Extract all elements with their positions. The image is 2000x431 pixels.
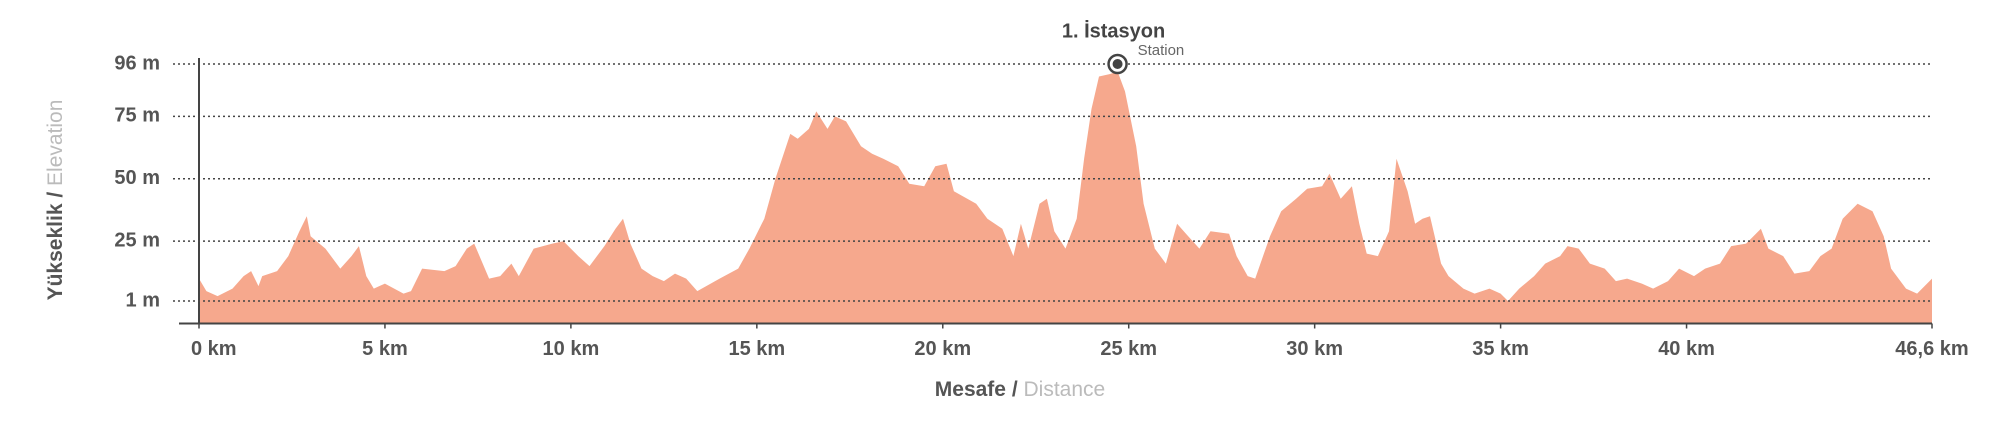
station-label: 1. İstasyon [1062, 19, 1165, 42]
station-sublabel: Station [1138, 42, 1185, 59]
x-tick-label: 20 km [914, 338, 971, 360]
x-axis-title: Mesafe / Distance [935, 378, 1105, 401]
station-marker-dot [1112, 58, 1123, 69]
x-tick-label: 46,6 km [1895, 338, 1968, 360]
x-tick-label: 5 km [362, 338, 408, 360]
x-axis-title-main: Mesafe / [935, 378, 1018, 401]
y-axis-title-secondary: Elevation [44, 100, 67, 186]
x-tick-label: 0 km [191, 338, 237, 360]
x-tick-label: 40 km [1658, 338, 1715, 360]
y-tick-label: 25 m [114, 229, 160, 251]
elevation-area [199, 71, 1932, 324]
x-tick-label: 25 km [1100, 338, 1157, 360]
y-tick-label: 96 m [114, 52, 160, 74]
y-tick-label: 75 m [114, 105, 160, 127]
x-axis-title-secondary: Distance [1024, 378, 1106, 401]
x-tick-label: 15 km [728, 338, 785, 360]
x-tick-label: 10 km [543, 338, 600, 360]
x-tick-label: 30 km [1286, 338, 1343, 360]
y-axis-title-main: Yükseklik / [44, 192, 67, 301]
y-tick-label: 50 m [114, 167, 160, 189]
y-axis-title: Yükseklik / Elevation [44, 100, 67, 301]
y-tick-label: 1 m [126, 289, 160, 311]
x-tick-label: 35 km [1472, 338, 1529, 360]
